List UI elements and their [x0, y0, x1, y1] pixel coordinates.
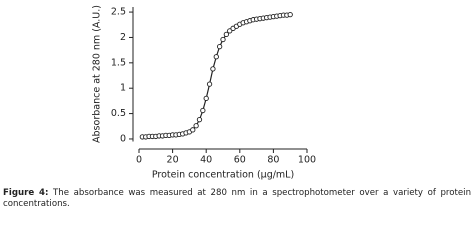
caption-text: The absorbance was measured at 280 nm in… — [3, 188, 472, 209]
data-point — [216, 43, 223, 50]
data-point — [213, 54, 219, 60]
y-tick-label: 2.5 — [111, 7, 126, 18]
x-tick-label: 60 — [234, 155, 246, 166]
caption-label: Figure 4: — [3, 188, 49, 198]
y-tick-label: 1 — [120, 83, 126, 94]
data-point — [210, 66, 216, 72]
data-point — [287, 11, 293, 18]
data-point — [190, 127, 196, 133]
x-tick-label: 80 — [267, 155, 279, 166]
data-point — [220, 36, 226, 43]
y-axis-label: Absorbance at 280 nm (A.U.) — [92, 5, 103, 143]
y-tick-label: 0.5 — [111, 108, 126, 119]
data-point — [203, 95, 209, 102]
x-tick-label: 0 — [136, 155, 142, 166]
data-point — [200, 107, 206, 114]
data-point — [206, 81, 213, 87]
x-tick-label: 20 — [167, 155, 179, 166]
y-tick-label: 0 — [120, 133, 126, 144]
data-point — [223, 31, 230, 38]
fit-line — [142, 14, 291, 138]
x-axis-label: Protein concentration (µg/mL) — [152, 170, 294, 181]
chart: Absorbance at 280 nm (A.U.) Protein conc… — [92, 5, 317, 181]
x-tick-label: 40 — [200, 155, 212, 166]
caption: Figure 4: The absorbance was measured at… — [3, 188, 471, 210]
data-point — [193, 123, 199, 129]
y-tick-label: 2 — [120, 32, 126, 43]
data-point — [196, 117, 203, 123]
x-tick-label: 100 — [298, 155, 316, 166]
y-tick-label: 1.5 — [111, 57, 126, 68]
data-point — [227, 28, 233, 34]
figure: Absorbance at 280 nm (A.U.) Protein conc… — [3, 5, 471, 210]
